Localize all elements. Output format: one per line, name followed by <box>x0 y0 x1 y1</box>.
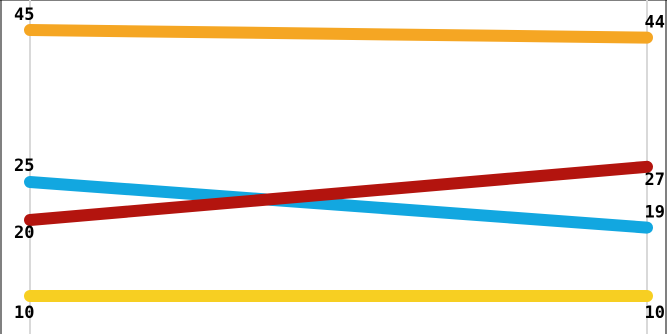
series-line-2 <box>24 176 653 234</box>
series-1-end-label: 44 <box>645 13 665 33</box>
series-line-1 <box>24 24 653 44</box>
series-4-end-label: 10 <box>645 303 665 323</box>
series-4-start-label: 10 <box>14 303 34 323</box>
series-3-start-label: 20 <box>14 223 34 243</box>
series-2-start-label: 25 <box>14 156 34 176</box>
series-3-end-label: 27 <box>645 170 665 190</box>
series-1-start-label: 45 <box>14 5 34 25</box>
series-line-3 <box>24 160 653 226</box>
series-2-end-label: 19 <box>645 203 665 223</box>
series-layer <box>24 24 653 302</box>
label-layer: 45 44 25 19 20 27 10 10 <box>14 5 665 323</box>
